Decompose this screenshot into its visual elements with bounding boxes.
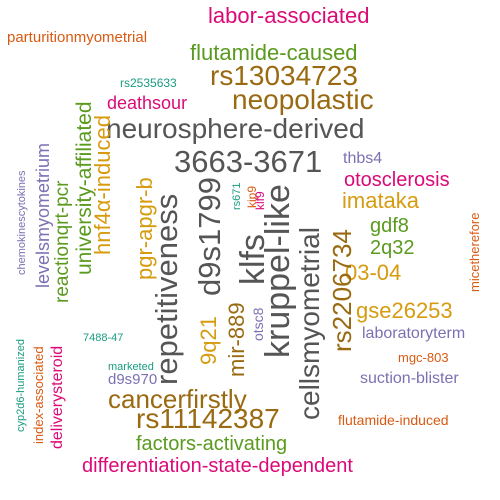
word-index-associated: index-associated [31, 346, 46, 444]
word-mir-889: mir-889 [224, 302, 249, 377]
word-differentiation-state-dependent: differentiation-state-dependent [82, 455, 353, 477]
word-hnf4a-induced: hnf4α-induced [90, 115, 115, 255]
word-klf9: klf9 [253, 191, 267, 210]
word-flutamide-caused: flutamide-caused [190, 40, 358, 65]
word-levelsmyometrium: levelsmyometrium [33, 142, 53, 288]
word-cancerfirstly: cancerfirstly [108, 384, 247, 414]
word-rs13034723: rs13034723 [210, 60, 358, 91]
word-kruppel-like: kruppel-like [259, 184, 297, 358]
word-rs671: rs671 [231, 182, 243, 210]
word-cyp2d6-humanized: cyp2d6-humanized [15, 339, 27, 432]
word-deathsour: deathsour [107, 93, 188, 113]
word-mgc-803: mgc-803 [398, 350, 449, 365]
word-flutamide-induced: flutamide-induced [338, 412, 449, 428]
word-otosclerosis: otosclerosis [344, 169, 450, 191]
word-labor-associated: labor-associated [208, 3, 370, 28]
word-suction-blister: suction-blister [360, 370, 459, 387]
word-rs2206734: rs2206734 [327, 229, 357, 352]
word-2q32: 2q32 [370, 237, 415, 259]
word-thbs4: thbs4 [343, 150, 383, 167]
word-deliverysteroid: deliverysteroid [49, 345, 66, 449]
word-imataka: imataka [342, 188, 420, 213]
word-micetherefore: micetherefore [467, 212, 482, 292]
word-3663-3671: 3663-3671 [174, 144, 323, 179]
word-gse26253: gse26253 [356, 298, 453, 323]
word-9q21: 9q21 [196, 316, 221, 365]
word-gdf8: gdf8 [370, 215, 409, 237]
word-factors-activating: factors-activating [136, 433, 288, 455]
word-rs2535633: rs2535633 [120, 76, 177, 90]
word-d9s970: d9s970 [108, 371, 158, 388]
word-repetitiveness: repetitiveness [149, 193, 184, 385]
word-03-04: 03-04 [345, 260, 402, 285]
word-neurosphere-derived: neurosphere-derived [106, 113, 365, 144]
word-marketed: marketed [108, 361, 154, 373]
word-reactionqrt-pcr: reactionqrt-pcr [52, 180, 73, 304]
word-d9s1799: d9s1799 [192, 177, 227, 296]
word-parturitionmyometrial: parturitionmyometrial [7, 29, 148, 46]
word-cellsmyometrial: cellsmyometrial [294, 227, 325, 420]
word-chemokinescytokines: chemokinescytokines [16, 170, 28, 275]
word-neopolastic: neopolastic [232, 84, 374, 115]
word-laboratoryterm: laboratoryterm [362, 325, 466, 342]
word-rs11142387: rs11142387 [136, 403, 280, 434]
word-7488-47: 7488-47 [83, 332, 124, 344]
